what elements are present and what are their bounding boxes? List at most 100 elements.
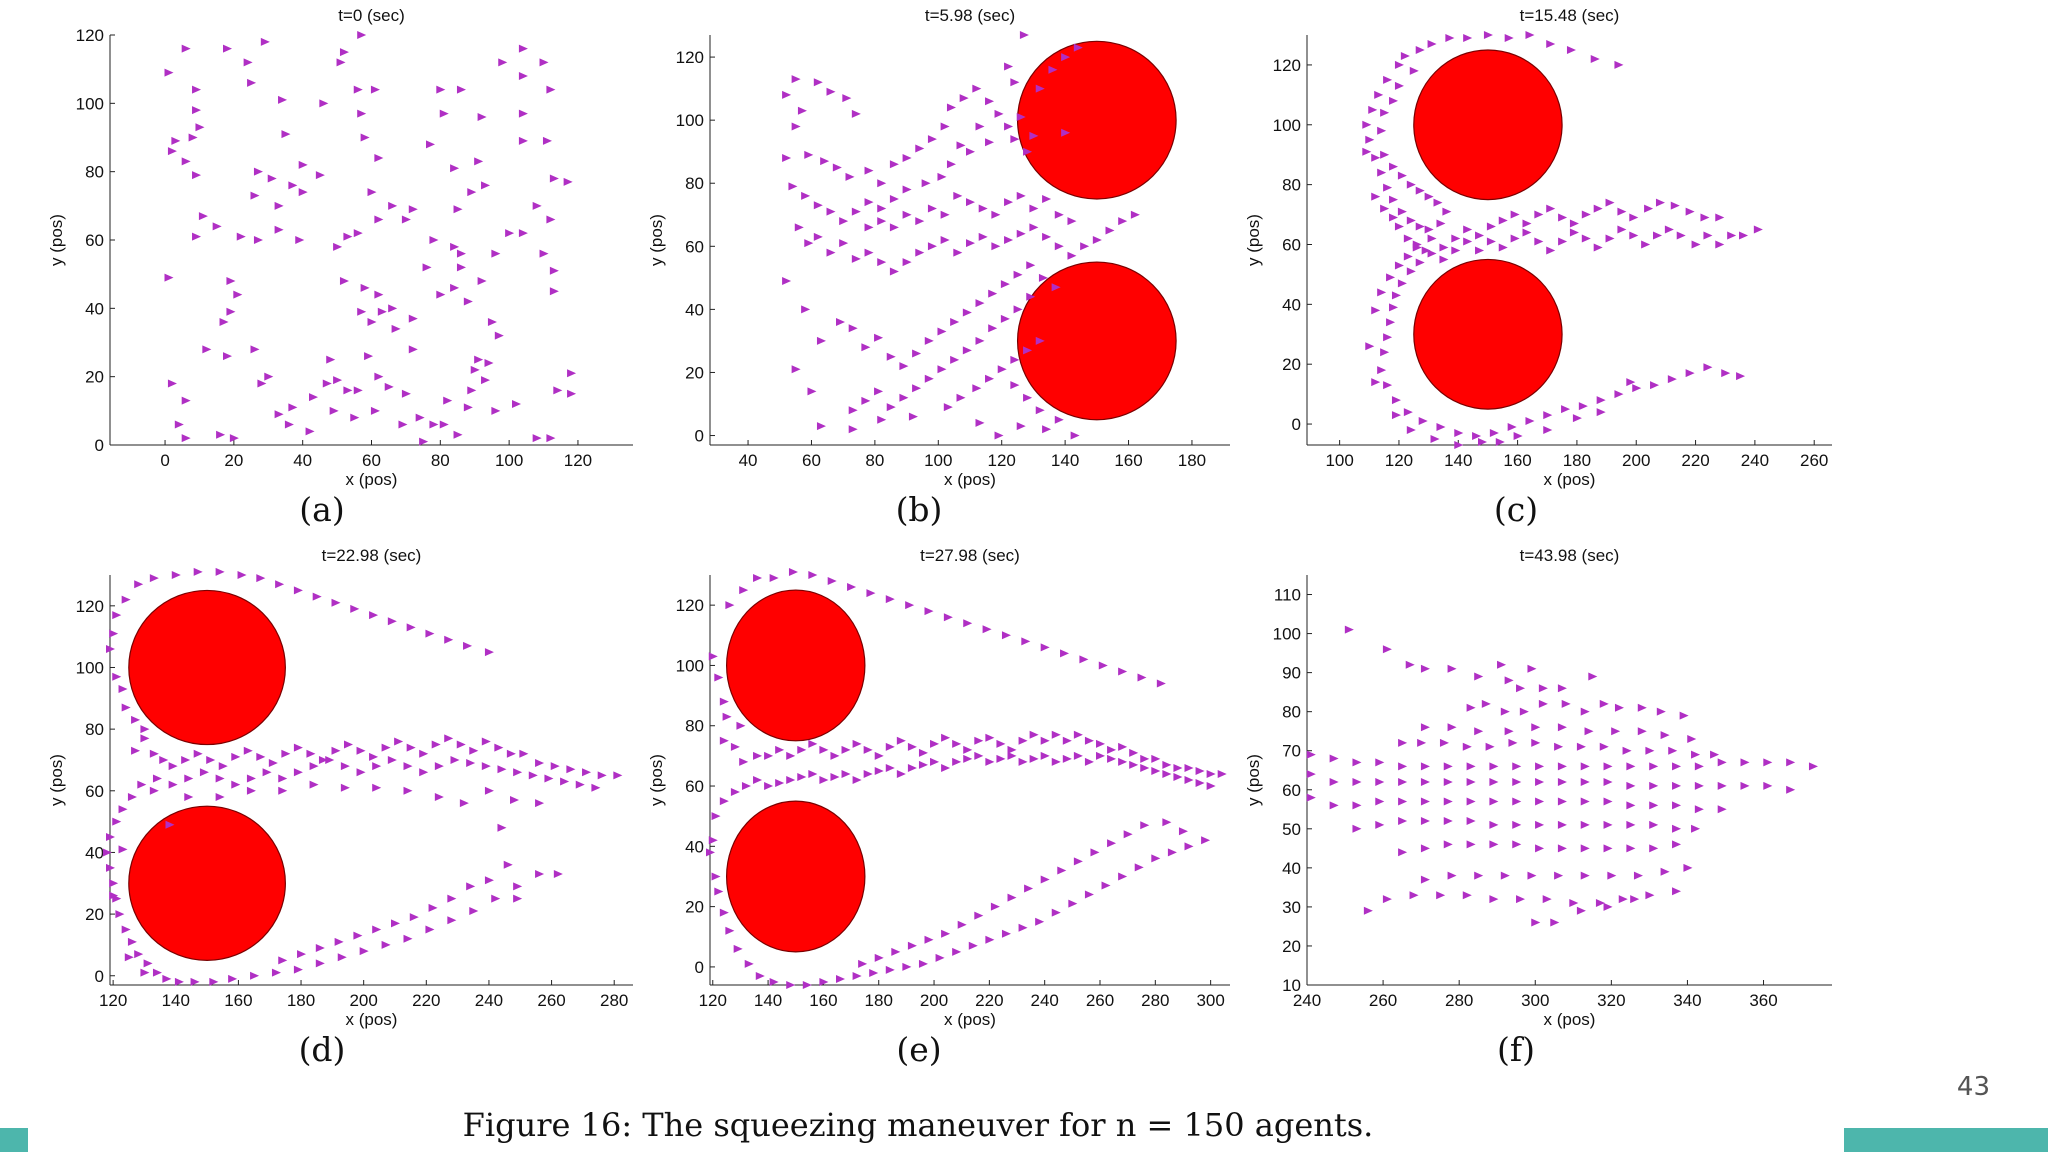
x-tick-label: 40 xyxy=(739,451,758,470)
agent-marker xyxy=(994,109,1004,118)
agent-marker xyxy=(1375,797,1385,806)
agent-marker xyxy=(788,182,798,191)
agent-marker xyxy=(491,894,501,903)
agent-marker xyxy=(134,580,144,589)
y-tick-label: 120 xyxy=(676,596,704,615)
agent-marker xyxy=(1581,210,1591,219)
agent-marker xyxy=(1375,777,1385,786)
agent-marker xyxy=(1096,751,1105,760)
agent-marker xyxy=(315,944,325,953)
agent-marker xyxy=(943,613,953,622)
agent-marker xyxy=(387,617,397,626)
agent-marker xyxy=(1603,844,1613,853)
agent-marker xyxy=(1672,801,1682,810)
agent-marker xyxy=(528,771,538,780)
agent-marker xyxy=(1504,676,1514,685)
agent-marker xyxy=(1406,216,1416,225)
y-tick-label: 80 xyxy=(85,720,104,739)
agent-marker xyxy=(388,304,398,313)
agent-marker xyxy=(356,768,366,777)
agent-marker xyxy=(1061,53,1071,62)
agent-marker xyxy=(481,376,491,385)
agent-marker xyxy=(1546,204,1556,213)
agent-marker xyxy=(1525,31,1535,39)
y-tick-label: 0 xyxy=(1292,415,1301,434)
agent-marker xyxy=(193,567,203,576)
agent-marker xyxy=(369,752,379,761)
agent-marker xyxy=(902,258,912,267)
agent-marker xyxy=(1098,661,1108,670)
agent-marker xyxy=(994,431,1004,440)
agent-marker xyxy=(963,619,973,628)
agent-marker xyxy=(456,85,466,94)
agent-marker xyxy=(1443,817,1453,825)
agent-marker xyxy=(1717,758,1727,767)
agent-marker xyxy=(1389,195,1399,204)
agent-marker xyxy=(288,403,298,412)
agent-marker xyxy=(532,201,542,210)
agent-marker xyxy=(394,737,404,746)
agent-marker xyxy=(996,754,1006,763)
agent-marker xyxy=(288,181,298,190)
x-tick-label: 80 xyxy=(865,451,884,470)
agent-marker xyxy=(1386,318,1396,327)
agent-marker xyxy=(1412,243,1422,252)
agent-marker xyxy=(1371,378,1381,387)
agent-marker xyxy=(775,779,785,788)
agent-marker xyxy=(1436,423,1446,432)
agent-marker xyxy=(336,58,346,67)
agent-marker xyxy=(836,318,845,326)
panel-d: 120 140 160 180 200 220 240 260 280 0 20 40 60 80 100 1… xyxy=(0,540,680,1040)
agent-marker xyxy=(1649,762,1659,771)
x-tick-label: 120 xyxy=(988,451,1016,470)
agent-marker xyxy=(864,248,874,257)
agent-marker xyxy=(253,236,263,244)
agent-marker xyxy=(1603,797,1613,806)
agent-marker xyxy=(1672,762,1682,771)
x-axis-label: x (pos) xyxy=(346,470,398,489)
agent-marker xyxy=(959,94,969,103)
agent-marker xyxy=(1442,207,1452,216)
agent-marker xyxy=(497,765,507,774)
agent-marker xyxy=(1576,906,1586,915)
obstacle-circle xyxy=(1413,49,1563,201)
agent-marker xyxy=(1162,769,1172,778)
x-tick-label: 60 xyxy=(362,451,381,470)
scatter-plot-b: 40 60 80 100 120 140 160 180 0 20 40 60 80 100 120 t=5.… xyxy=(647,6,1230,489)
agent-marker xyxy=(830,772,840,781)
agent-marker xyxy=(861,343,871,352)
x-tick-label: 80 xyxy=(431,451,450,470)
agent-marker xyxy=(1786,785,1796,794)
agent-marker xyxy=(1403,252,1413,261)
agent-marker xyxy=(1561,699,1571,708)
agent-marker xyxy=(1683,863,1693,872)
agent-marker xyxy=(1084,736,1094,745)
agent-marker xyxy=(807,387,817,396)
agent-marker xyxy=(708,836,718,845)
agent-marker xyxy=(535,759,545,768)
agent-marker xyxy=(848,324,858,333)
agent-marker xyxy=(924,607,934,616)
agent-marker xyxy=(1617,225,1627,234)
agent-marker xyxy=(370,85,380,94)
agent-marker xyxy=(1051,757,1061,766)
agent-marker xyxy=(550,762,560,771)
agent-marker xyxy=(1156,679,1166,688)
agent-marker xyxy=(813,232,823,241)
agent-marker xyxy=(886,352,896,361)
agent-marker xyxy=(1415,45,1425,54)
agent-marker xyxy=(1430,435,1440,444)
agent-marker xyxy=(1584,727,1594,736)
agent-marker xyxy=(429,420,439,429)
agent-marker xyxy=(1649,781,1659,790)
agent-marker xyxy=(467,386,477,395)
agent-marker xyxy=(306,749,316,758)
agent-marker xyxy=(1475,246,1485,255)
agent-marker xyxy=(1655,198,1665,207)
agent-marker xyxy=(921,179,931,188)
agent-marker xyxy=(597,771,607,780)
agent-marker xyxy=(149,749,159,758)
agent-marker xyxy=(1694,762,1704,771)
agent-marker xyxy=(162,974,172,983)
agent-marker xyxy=(957,920,967,929)
